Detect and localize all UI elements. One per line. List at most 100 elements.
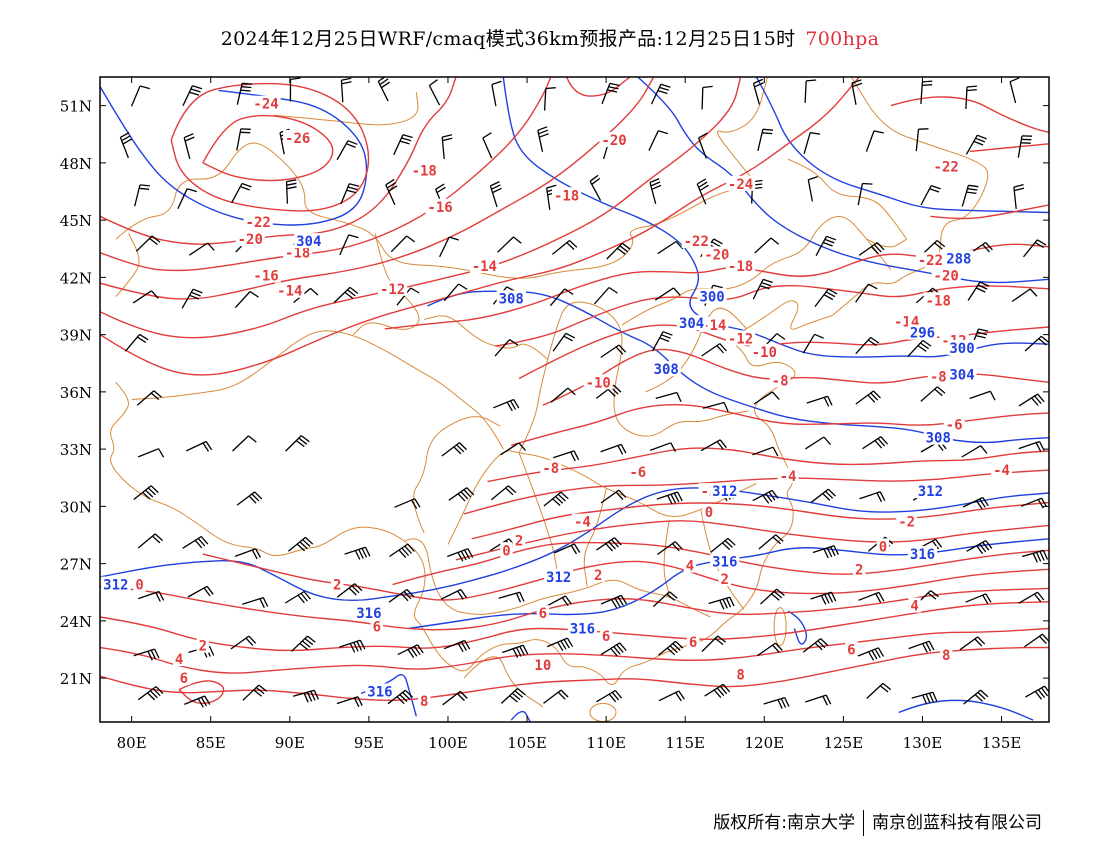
temperature-label-bg	[551, 187, 582, 203]
height-label-bg	[496, 290, 526, 306]
wind-barb	[865, 130, 884, 152]
temperature-label-bg	[251, 95, 281, 111]
temperature-contour	[969, 143, 1049, 153]
latitude-tick-label: 27N	[60, 556, 92, 574]
wind-barb	[701, 85, 713, 110]
temperature-label-bg	[896, 513, 918, 529]
wind-barb	[596, 537, 622, 552]
temperature-label-bg	[991, 462, 1012, 478]
wind-barb	[752, 78, 764, 105]
wind-barb	[543, 491, 569, 507]
longitude-tick-label: 120E	[745, 734, 785, 752]
height-labels: 304 308 300 304 308 312 312 312 316 316 316 316 312 3…	[101, 233, 977, 700]
wind-barb	[447, 548, 474, 562]
wind-barb	[242, 684, 268, 701]
height-label: 308	[926, 431, 951, 447]
temperature-label-bg	[777, 467, 799, 483]
wind-barb	[1022, 239, 1047, 258]
wind-barb	[649, 442, 677, 453]
wind-barb	[137, 533, 164, 549]
temperature-label: -14	[472, 259, 497, 275]
wind-barb	[186, 440, 213, 452]
temperature-label: 8	[942, 648, 950, 664]
wind-barb	[652, 591, 678, 608]
temperature-label-bg	[686, 633, 700, 649]
temperature-label-bg	[283, 244, 313, 260]
wind-barb	[183, 133, 195, 159]
height-label: 300	[949, 341, 974, 357]
boundary-line	[447, 450, 757, 545]
height-label: 296	[910, 326, 935, 342]
wind-barb	[497, 236, 522, 253]
temperature-label-bg	[725, 175, 756, 191]
wind-barb	[291, 635, 316, 652]
wind-barb	[1024, 633, 1049, 648]
temperature-label: -4	[780, 469, 797, 485]
wind-barb	[805, 436, 831, 450]
wind-barb	[439, 236, 459, 258]
temperature-label: 2	[594, 568, 602, 584]
wind-barb	[969, 390, 996, 401]
wind-barb	[493, 398, 520, 412]
temperature-label: 10	[534, 658, 551, 674]
temperature-label-bg	[725, 330, 756, 346]
wind-barb	[546, 637, 574, 652]
temperature-label: -14	[277, 284, 302, 300]
temperature-contour	[100, 77, 860, 376]
boundary-line	[273, 92, 419, 126]
temperature-label-bg	[627, 464, 649, 480]
temperature-label-bg	[500, 542, 513, 558]
latitude-tick-label: 21N	[60, 670, 92, 688]
wind-barb	[814, 288, 838, 307]
wind-barb	[502, 644, 529, 658]
temperature-label: -22	[246, 215, 271, 231]
wind-barb	[855, 336, 880, 355]
hainan-outline	[589, 702, 617, 722]
wind-barb	[491, 80, 502, 107]
temperature-label-bg	[532, 656, 554, 672]
wind-barb	[700, 439, 727, 452]
temperature-label: -8	[542, 461, 559, 477]
temperature-label: -22	[934, 160, 959, 176]
temperature-label: -24	[728, 177, 753, 193]
wind-barb	[702, 401, 729, 412]
temperature-label-bg	[853, 561, 866, 577]
wind-barb	[236, 491, 263, 506]
temperature-label: -4	[993, 463, 1010, 479]
latitude-tick-label: 42N	[60, 269, 92, 287]
wind-barb	[961, 184, 979, 207]
height-label-bg	[544, 568, 574, 584]
height-label: 304	[679, 316, 704, 332]
wind-barb	[441, 442, 467, 457]
wind-barb	[857, 647, 884, 661]
longitude-tick-label: 105E	[507, 734, 547, 752]
boundary-line	[866, 238, 907, 248]
temperature-label: -18	[926, 293, 951, 309]
map-frame	[99, 76, 1050, 723]
longitude-tick-label: 90E	[275, 734, 305, 752]
wind-barbs	[119, 77, 1049, 709]
latitude-tick-label: 36N	[60, 384, 92, 402]
temperature-label: -2	[898, 515, 915, 531]
wind-barb	[543, 689, 569, 704]
wind-barb	[385, 178, 398, 206]
height-label-bg	[944, 250, 974, 266]
wind-barb	[482, 132, 493, 159]
wind-barb	[802, 333, 824, 354]
temperature-contour	[565, 77, 631, 97]
taiwan-outline	[773, 607, 787, 647]
map-plot-area: -24-26-22-20-18-16-14 -12-18-16-20-18-14-…	[100, 77, 1049, 722]
wind-barb	[654, 287, 681, 301]
temperature-label-bg	[283, 130, 313, 146]
wind-barb	[760, 588, 785, 605]
wind-barb	[137, 448, 165, 458]
temperature-label: 6	[847, 642, 855, 658]
wind-barb	[658, 690, 685, 702]
height-label-bg	[697, 288, 727, 304]
height-label: 316	[570, 621, 595, 637]
wind-barb	[242, 596, 269, 608]
wind-barb	[701, 343, 727, 357]
boundary-line	[518, 301, 749, 454]
temperature-contour	[511, 403, 1049, 446]
